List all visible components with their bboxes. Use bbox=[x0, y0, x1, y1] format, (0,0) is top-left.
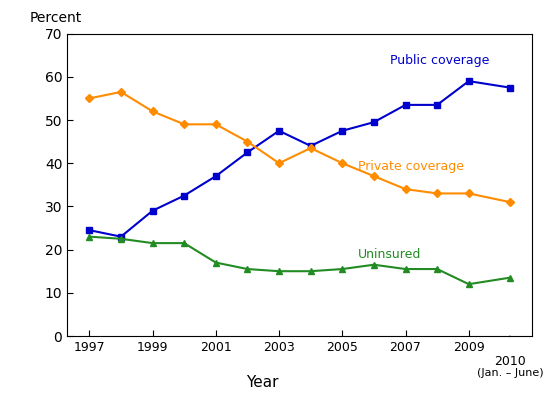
Private coverage bbox=[307, 146, 314, 151]
Text: 2010: 2010 bbox=[494, 355, 526, 368]
Public coverage bbox=[149, 208, 156, 213]
Private coverage bbox=[371, 173, 377, 178]
Private coverage bbox=[244, 139, 251, 144]
Private coverage bbox=[118, 89, 124, 94]
Public coverage bbox=[307, 143, 314, 148]
Uninsured bbox=[402, 267, 409, 272]
Uninsured bbox=[181, 241, 188, 246]
Private coverage bbox=[402, 186, 409, 192]
Uninsured bbox=[118, 236, 124, 241]
Line: Uninsured: Uninsured bbox=[86, 233, 514, 288]
Uninsured bbox=[434, 267, 441, 272]
Text: Percent: Percent bbox=[30, 10, 82, 24]
Private coverage bbox=[212, 122, 219, 127]
Private coverage bbox=[434, 191, 441, 196]
Private coverage bbox=[506, 200, 513, 205]
Uninsured bbox=[86, 234, 93, 239]
Uninsured bbox=[244, 267, 251, 272]
Private coverage bbox=[276, 161, 282, 166]
Public coverage bbox=[181, 193, 188, 198]
Private coverage bbox=[86, 96, 93, 101]
Text: Public coverage: Public coverage bbox=[390, 54, 489, 67]
Public coverage bbox=[212, 173, 219, 178]
Uninsured bbox=[506, 275, 513, 280]
Uninsured bbox=[307, 269, 314, 274]
Public coverage bbox=[244, 150, 251, 155]
Public coverage bbox=[86, 228, 93, 233]
Uninsured bbox=[371, 262, 377, 267]
Uninsured bbox=[212, 260, 219, 265]
Private coverage bbox=[181, 122, 188, 127]
Public coverage bbox=[506, 85, 513, 90]
Text: Private coverage: Private coverage bbox=[358, 160, 464, 173]
Line: Public coverage: Public coverage bbox=[86, 78, 513, 240]
Line: Private coverage: Private coverage bbox=[86, 89, 513, 205]
Text: Uninsured: Uninsured bbox=[358, 248, 422, 261]
Public coverage bbox=[339, 128, 346, 133]
Uninsured bbox=[465, 282, 472, 287]
Text: Year: Year bbox=[246, 375, 279, 390]
Uninsured bbox=[149, 241, 156, 246]
Public coverage bbox=[465, 79, 472, 84]
Public coverage bbox=[434, 102, 441, 108]
Uninsured bbox=[339, 267, 346, 272]
Public coverage bbox=[118, 234, 124, 239]
Private coverage bbox=[149, 109, 156, 114]
Public coverage bbox=[402, 102, 409, 108]
Private coverage bbox=[465, 191, 472, 196]
Text: (Jan. – June): (Jan. – June) bbox=[477, 368, 543, 378]
Private coverage bbox=[339, 161, 346, 166]
Public coverage bbox=[371, 120, 377, 125]
Uninsured bbox=[276, 269, 282, 274]
Public coverage bbox=[276, 128, 282, 133]
